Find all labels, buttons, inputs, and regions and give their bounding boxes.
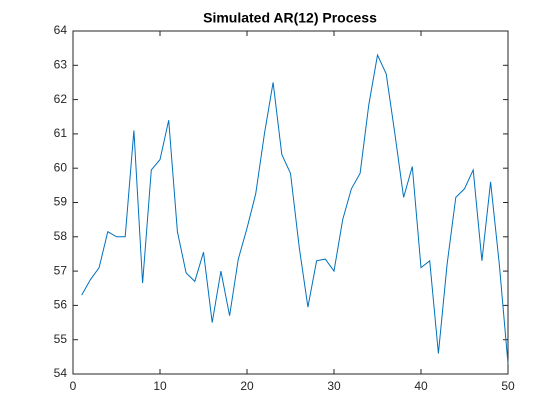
- y-tick-label: 60: [54, 160, 68, 174]
- axes-box: [72, 30, 509, 375]
- y-tick-label: 64: [54, 23, 68, 37]
- x-tick-label: 50: [501, 379, 515, 393]
- x-tick-label: 0: [70, 379, 77, 393]
- chart-title: Simulated AR(12) Process: [203, 10, 377, 26]
- y-tick-label: 58: [54, 229, 68, 243]
- y-tick-label: 63: [54, 57, 68, 71]
- y-tick-label: 61: [54, 126, 68, 140]
- x-tick-label: 30: [327, 379, 341, 393]
- y-tick-label: 55: [54, 332, 68, 346]
- y-tick-label: 57: [54, 263, 68, 277]
- x-tick-label: 40: [414, 379, 428, 393]
- y-tick-label: 54: [54, 366, 68, 380]
- data-line: [81, 53, 509, 364]
- y-tick-label: 59: [54, 195, 68, 209]
- y-tick-label: 56: [54, 298, 68, 312]
- x-tick-label: 20: [240, 379, 254, 393]
- y-tick-label: 62: [54, 92, 68, 106]
- x-tick-label: 10: [153, 379, 167, 393]
